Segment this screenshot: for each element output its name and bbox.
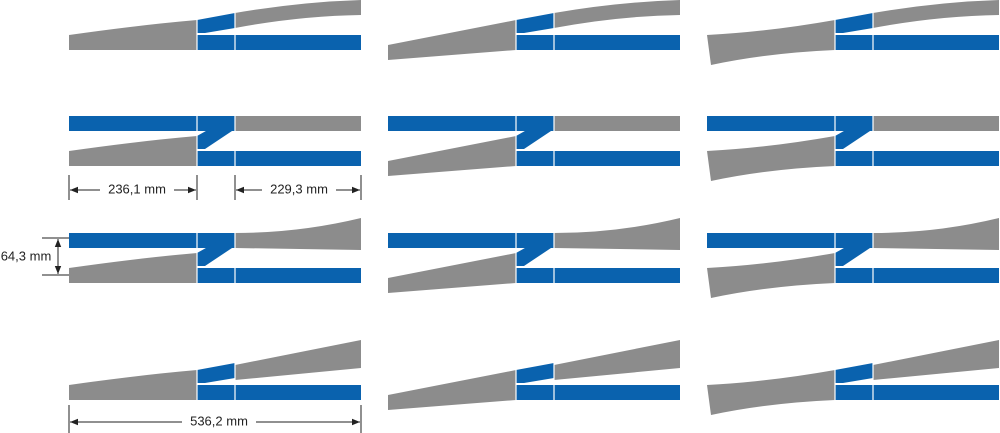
rail-blue	[69, 233, 235, 248]
rail-gray	[873, 218, 999, 250]
rail-gray	[707, 370, 835, 415]
rail-blue	[197, 118, 235, 149]
rail-blue	[197, 385, 361, 400]
rail-blue	[835, 118, 873, 149]
rail-blue	[388, 233, 554, 248]
dimension-lines	[0, 175, 362, 433]
rail-gray	[707, 20, 835, 65]
rail-gray	[707, 253, 835, 298]
rail-gray	[873, 0, 999, 28]
rail-gray	[235, 218, 361, 250]
rail-blue	[197, 13, 235, 33]
dimension-label: 64,3 mm	[1, 248, 52, 263]
rail-gray	[69, 370, 197, 400]
rail-blue	[197, 35, 361, 50]
rail-blue	[516, 363, 554, 383]
rail-gray	[388, 136, 516, 176]
rail-gray	[554, 340, 680, 380]
rail-gray	[388, 253, 516, 293]
rail-gray	[554, 116, 680, 131]
rail-gray	[69, 136, 197, 166]
track-pieces	[69, 0, 999, 415]
rail-blue	[835, 363, 873, 383]
rail-blue	[197, 235, 235, 266]
rail-blue	[69, 116, 235, 131]
rail-gray	[69, 20, 197, 50]
rail-blue	[835, 268, 999, 283]
rail-blue	[835, 235, 873, 266]
rail-blue	[516, 235, 554, 266]
rail-blue	[707, 233, 873, 248]
rail-blue	[835, 151, 999, 166]
rail-gray	[707, 136, 835, 181]
rail-blue	[835, 35, 999, 50]
dimension-label: 229,3 mm	[270, 181, 328, 196]
rail-blue	[516, 385, 680, 400]
rail-gray	[554, 218, 680, 250]
rail-blue	[197, 151, 361, 166]
rail-blue	[516, 13, 554, 33]
rail-blue	[516, 151, 680, 166]
rail-gray	[873, 340, 999, 380]
rail-blue	[388, 116, 554, 131]
rail-gray	[388, 370, 516, 410]
rail-blue	[835, 385, 999, 400]
rail-gray	[388, 20, 516, 60]
rail-gray	[873, 116, 999, 131]
rail-gray	[235, 340, 361, 380]
rail-blue	[516, 35, 680, 50]
rail-blue	[707, 116, 873, 131]
rail-blue	[516, 268, 680, 283]
rail-gray	[235, 0, 361, 28]
dimension-label: 536,2 mm	[190, 413, 248, 428]
rail-gray	[554, 0, 680, 28]
rail-blue	[835, 13, 873, 33]
rail-blue	[516, 118, 554, 149]
rail-blue	[197, 268, 361, 283]
rail-gray	[69, 253, 197, 283]
rail-gray	[235, 116, 361, 131]
rail-blue	[197, 363, 235, 383]
dimension-label: 236,1 mm	[108, 181, 166, 196]
